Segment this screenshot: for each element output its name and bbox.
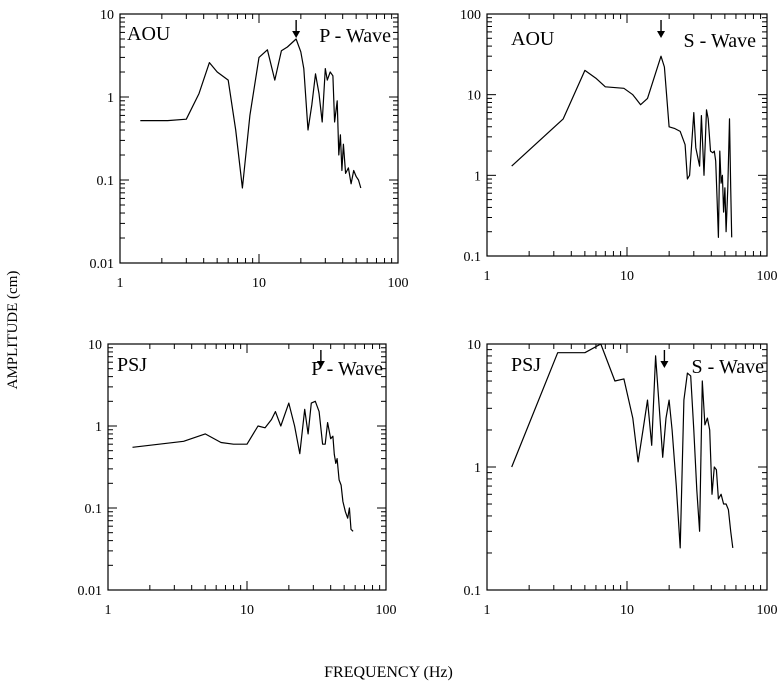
y-axis-label-container: AMPLITUDE (cm): [0, 0, 30, 686]
spectrum-line: [511, 343, 734, 549]
x-tick-label: 10: [620, 603, 634, 618]
arrow-head: [660, 361, 669, 368]
x-tick-label: 1: [105, 603, 112, 618]
spectrum-line: [511, 55, 733, 238]
wave-label: P - Wave: [311, 358, 383, 380]
y-tick-label: 1: [107, 91, 114, 106]
wave-label: S - Wave: [684, 30, 757, 52]
station-label: AOU: [511, 28, 555, 50]
y-tick-label: 0.1: [85, 502, 103, 517]
x-tick-label: 1: [484, 603, 491, 618]
x-tick-label: 100: [757, 269, 777, 284]
plot-frame: [107, 343, 387, 591]
y-tick-label: 10: [100, 8, 114, 23]
x-tick-label: 10: [252, 276, 266, 291]
y-tick-label: 10: [88, 338, 102, 353]
x-axis-label: FREQUENCY (Hz): [324, 664, 453, 681]
y-tick-label: 10: [467, 338, 481, 353]
chart-panel-3: 1 10 100 0.01 0.1 1 10 PSJ P - Wave: [78, 338, 397, 618]
station-label: AOU: [127, 23, 171, 45]
y-tick-label: 0.01: [90, 257, 115, 272]
y-tick-label: 100: [460, 8, 481, 23]
wave-label: P - Wave: [319, 25, 391, 47]
x-tick-label: 100: [388, 276, 409, 291]
x-tick-label: 10: [620, 269, 634, 284]
y-tick-label: 0.1: [97, 174, 115, 189]
x-tick-label: 1: [117, 276, 124, 291]
y-tick-label: 0.01: [78, 584, 103, 599]
y-tick-label: 0.1: [464, 250, 482, 265]
station-label: PSJ: [511, 354, 541, 376]
y-tick-label: 1: [474, 461, 481, 476]
x-tick-label: 100: [376, 603, 397, 618]
arrow-head: [316, 361, 325, 368]
x-tick-label: 100: [757, 603, 777, 618]
spectrum-line: [132, 400, 354, 532]
x-tick-label: 10: [240, 603, 254, 618]
x-tick-label: 1: [484, 269, 491, 284]
wave-label: S - Wave: [692, 356, 765, 378]
y-tick-label: 1: [95, 420, 102, 435]
plot-frame: [486, 343, 768, 591]
y-tick-label: 1: [474, 169, 481, 184]
spectrum-line: [140, 38, 362, 189]
y-tick-label: 0.1: [464, 584, 482, 599]
arrow-head: [657, 31, 666, 38]
chart-panel-1: 1 10 100 0.01 0.1 1 10 AOU P - Wave: [90, 8, 409, 291]
y-tick-label: 10: [467, 89, 481, 104]
arrow-head: [292, 31, 301, 38]
plot-frame: [119, 13, 399, 264]
station-label: PSJ: [117, 354, 147, 376]
y-axis-label: AMPLITUDE (cm): [5, 270, 21, 390]
